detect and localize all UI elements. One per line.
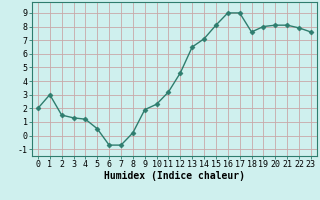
X-axis label: Humidex (Indice chaleur): Humidex (Indice chaleur) <box>104 171 245 181</box>
